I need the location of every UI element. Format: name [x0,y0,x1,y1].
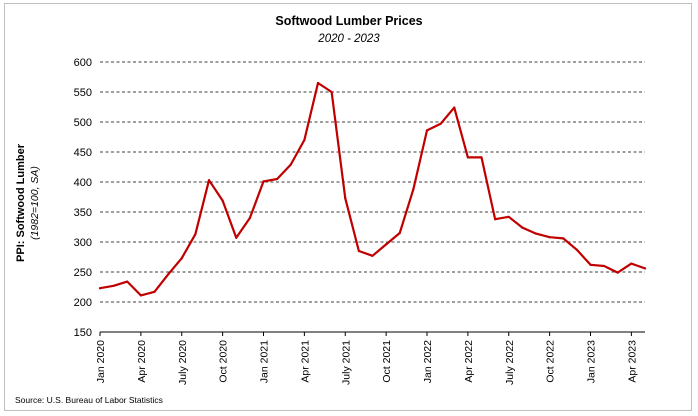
y-tick-label: 350 [74,207,92,219]
data-point [603,264,606,268]
x-tick-label: Jan 2023 [586,340,598,383]
data-point [534,232,538,235]
x-tick-label: Oct 2022 [545,340,557,383]
y-axis-title: PPI: Softwood Lumber [15,143,27,262]
data-point [221,199,224,202]
data-point [330,90,333,94]
data-point [521,226,524,229]
x-tick-label: Jan 2021 [259,340,271,383]
data-point [139,294,142,297]
data-point [262,180,265,183]
data-point [153,290,156,293]
data-point [126,280,129,283]
y-tick-label: 600 [74,57,92,69]
chart-title: Softwood Lumber Prices [275,14,422,28]
data-point [548,236,551,239]
y-tick-label: 200 [74,297,92,309]
data-point [371,254,374,257]
y-axis-label: PPI: Softwood Lumber (1982=100, SA) [15,143,41,262]
y-tick-label: 400 [74,177,92,189]
chart-subtitle: 2020 - 2023 [317,33,380,45]
data-point [398,231,401,235]
source-note: Source: U.S. Bureau of Labor Statistics [15,395,163,405]
x-tick-label: July 2022 [504,340,516,385]
data-point [112,284,115,287]
x-tick-label: Oct 2020 [218,340,230,383]
y-tick-label: 250 [74,267,92,279]
y-tick-label: 300 [74,237,92,249]
x-tick-label: Apr 2023 [626,340,638,383]
data-point [616,271,619,274]
y-tick-label: 150 [74,327,92,339]
data-point [630,262,633,265]
data-point [507,215,510,218]
data-point [180,257,183,260]
x-tick-label: Jan 2022 [422,340,434,383]
y-tick-label: 500 [74,117,92,129]
chart-frame: Softwood Lumber Prices 2020 - 2023 PPI: … [4,3,692,411]
data-point [494,218,497,221]
data-point [194,233,197,236]
x-tick-label: July 2021 [340,340,352,385]
data-point [207,179,211,182]
data-point [643,267,647,270]
x-tick-label: Apr 2020 [136,340,148,383]
x-tick-label: Apr 2022 [463,340,475,383]
data-point [276,177,279,181]
data-point [425,129,429,132]
data-point [98,287,102,290]
data-point [480,156,483,159]
data-point [439,122,442,125]
x-tick-label: July 2020 [177,340,189,385]
data-point [344,197,347,200]
data-point [466,156,469,159]
y-tick-label: 450 [74,147,92,159]
data-point [357,249,360,253]
data-point [385,243,388,246]
gridlines [100,61,645,303]
line-chart: Softwood Lumber Prices 2020 - 2023 PPI: … [15,14,647,405]
data-point [248,216,251,220]
data-point [167,273,170,276]
data-point [303,138,306,142]
data-point [289,163,292,166]
data-point [316,81,320,85]
data-point [562,237,565,240]
series-line-softwood-lumber [98,81,647,297]
data-point [235,236,238,239]
x-tick-labels: Jan 2020 Apr 2020 July 2020 Oct 2020 Jan 202… [95,332,638,385]
y-tick-labels: 150 200 250 300 350 400 450 500 550 600 [74,57,92,339]
y-axis-subtitle: (1982=100, SA) [29,166,41,240]
x-tick-label: Apr 2021 [299,340,311,383]
x-tick-label: Oct 2021 [381,340,393,383]
data-points [98,81,647,297]
data-point [589,263,592,266]
x-tick-label: Jan 2020 [95,340,107,383]
y-tick-label: 550 [74,87,92,99]
data-point [575,248,578,251]
data-point [453,106,456,109]
data-point [412,188,415,191]
